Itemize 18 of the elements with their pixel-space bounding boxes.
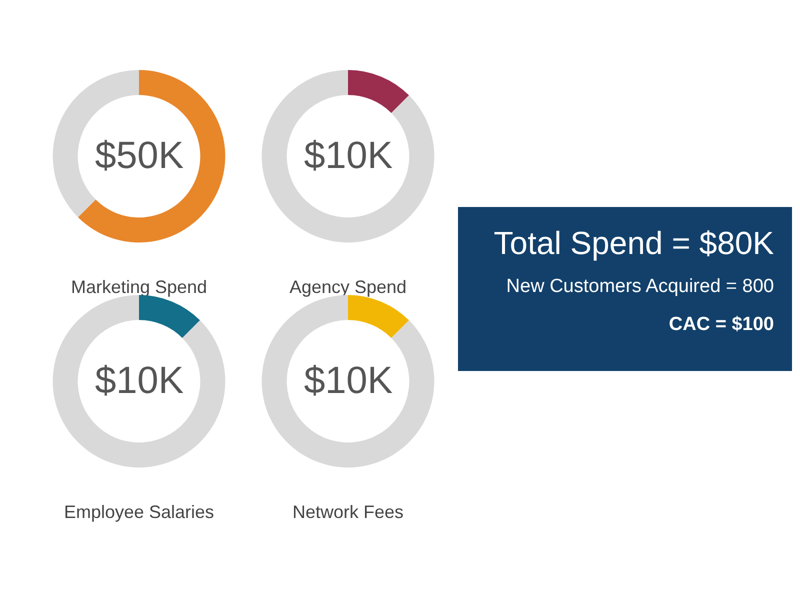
donut-slice	[262, 70, 434, 242]
donut-slice	[348, 295, 409, 338]
text: $50K	[95, 135, 184, 177]
text: Employee Salaries	[64, 502, 214, 522]
text: $10K	[304, 360, 393, 402]
donut-slice	[262, 295, 434, 468]
donut-slice	[52, 295, 226, 468]
text: Network Fees	[292, 502, 404, 522]
text: $10K	[95, 360, 184, 402]
text: New Customers Acquired = 800	[505, 276, 774, 298]
text: Agency Spend	[289, 277, 407, 298]
donut-slice	[348, 70, 409, 113]
text: $10K	[304, 135, 393, 177]
text: Total Spend = $80K	[492, 225, 774, 262]
donut-slice	[139, 295, 200, 338]
text: CAC = $100	[668, 314, 774, 336]
text: Marketing Spend	[70, 277, 208, 298]
donut-slice	[78, 70, 226, 242]
